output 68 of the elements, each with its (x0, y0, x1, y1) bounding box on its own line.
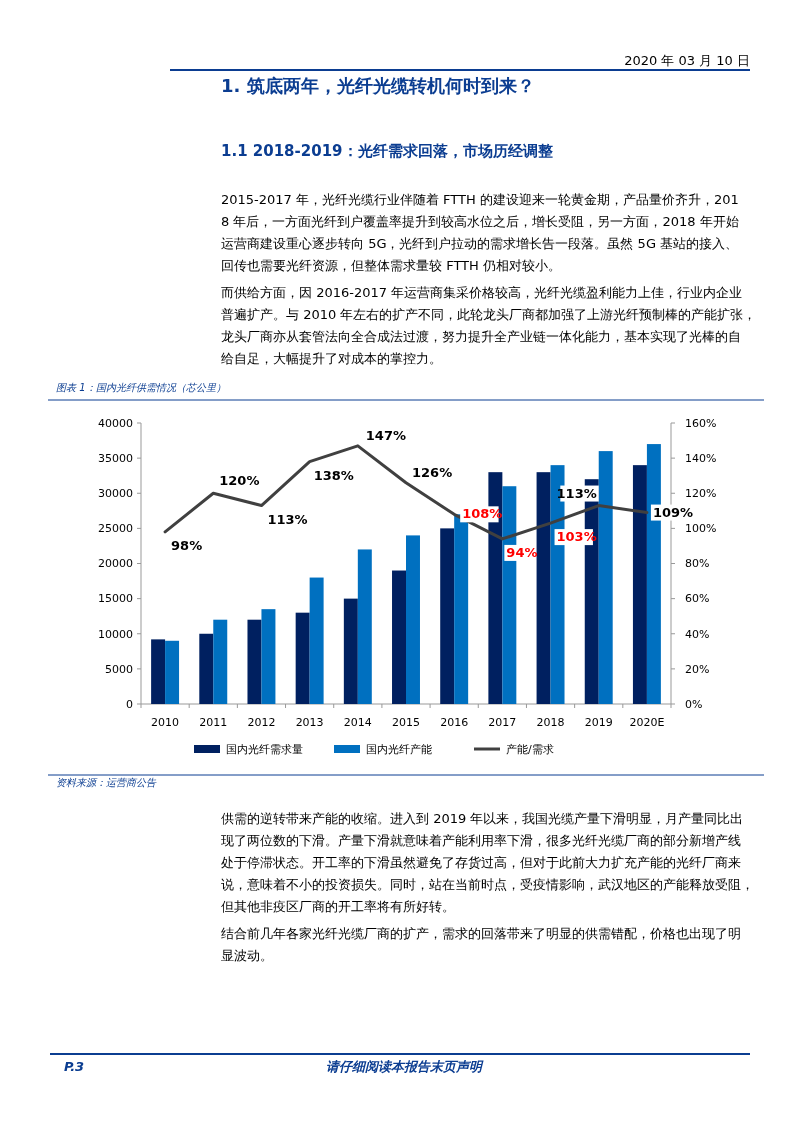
text: 结合前几年各家光纤光缆厂商的扩产，需求的回落带来了明显的供需错配，价格也出现了明显波动。 (221, 926, 741, 963)
text: 请仔细阅读本报告末页声明 (326, 1059, 484, 1074)
legend-label: 产能/需求 (506, 742, 554, 756)
bar (165, 640, 180, 704)
x-tick-label: 2010 (151, 716, 180, 729)
y-tick-label: 0 (126, 697, 133, 711)
bar (213, 619, 228, 704)
text: P.3 (64, 1059, 85, 1074)
bar (247, 619, 262, 704)
y2-tick-label: 80% (685, 557, 710, 571)
x-tick-label: 2020E (629, 716, 665, 729)
data-label: 147% (365, 427, 406, 443)
legend-label: 国内光纤需求量 (226, 742, 303, 756)
data-label: 113% (267, 511, 308, 527)
chart-title: 图表 1：国内光纤供需情况（芯公里） (56, 382, 226, 393)
x-tick-label: 2012 (247, 716, 276, 729)
bar (261, 609, 276, 704)
x-tick-label: 2018 (536, 716, 565, 729)
line-series (163, 444, 649, 541)
bar (295, 612, 310, 704)
y-tick-label: 10000 (98, 627, 133, 641)
bar (632, 465, 647, 704)
x-tick-label: 2019 (584, 716, 613, 729)
x-tick-label: 2015 (392, 716, 420, 729)
bar (406, 535, 420, 704)
data-label: 126% (412, 464, 453, 480)
legend-label: 国内光纤产能 (366, 742, 432, 756)
data-label: 120% (219, 473, 260, 489)
x-tick-label: 2014 (343, 716, 372, 729)
bar (598, 451, 613, 704)
x-tick-label: 2013 (295, 716, 324, 729)
data-label: 98% (171, 537, 203, 553)
text: 1. 筑底两年，光纤光缆转机何时到来？ (221, 75, 535, 96)
bar (343, 598, 358, 704)
y-tick-label: 35000 (98, 451, 133, 465)
y2-tick-label: 160% (685, 416, 717, 430)
y-tick-label: 40000 (98, 416, 133, 430)
bar (440, 528, 455, 704)
y-tick-label: 30000 (98, 487, 133, 501)
bar (309, 577, 324, 704)
y-tick-label: 25000 (98, 522, 133, 536)
text: 1.1 2018-2019：光纤需求回落，市场历经调整 (221, 142, 553, 160)
bar (199, 633, 214, 704)
y2-tick-label: 60% (685, 592, 710, 606)
x-tick-label: 2016 (440, 716, 469, 729)
text: 2020 年 03 月 10 日 (624, 53, 750, 68)
y2-tick-label: 140% (685, 451, 717, 465)
y2-tick-label: 20% (685, 662, 710, 676)
y-tick-label: 5000 (105, 662, 133, 676)
bar (392, 570, 406, 704)
text: 而供给方面，因 2016-2017 年运营商集采价格较高，光纤光缆盈利能力上佳，行业内企业普遍扩产。与 2010 年左右的扩产不同，此轮龙头厂商都加强了上游光纤预制棒的产能扩张，龙头厂商亦从套管法向全合成法过渡，努力提升全产业链一体化能力，基本实现了光棒的自给自足，大幅提升了对成本的掌控力。 (221, 285, 757, 366)
y-tick-label: 20000 (98, 557, 133, 571)
y2-tick-label: 40% (685, 627, 710, 641)
y2-tick-label: 120% (685, 487, 717, 501)
bar (357, 549, 372, 704)
bar (536, 472, 551, 704)
data-label: 94% (506, 544, 538, 560)
x-tick-label: 2011 (199, 716, 228, 729)
y2-tick-label: 100% (685, 522, 717, 536)
text: 供需的逆转带来产能的收缩。进入到 2019 年以来，我国光缆产量下滑明显，月产量同比出现了两位数的下滑。产量下滑就意味着产能利用率下滑，很多光纤光缆厂商的部分新增产线处于停滞状态。开工率的下滑虽然避免了存货过高，但对于此前大力扩充产能的光纤厂商来说，意味着不小的投资损失。同时，站在当前时点，受疫情影响，武汉地区的产能释放受阻，但其他非疫区厂商的开工率将有所好转。 (221, 811, 754, 914)
data-label: 138% (313, 467, 354, 483)
text: 2015-2017 年，光纤光缆行业伴随着 FTTH 的建设迎来一轮黄金期，产品量价齐升，2018 年后，一方面光纤到户覆盖率提升到较高水位之后，增长受阻，另一方面，2018 年开始运营商建设重心逐步转向 5G，光纤到户拉动的需求增长告一段落。虽然 5G 基站的接入、回传也需要光纤资源，但整体需求量较 FTTH 仍相对较小。 (221, 192, 739, 273)
y-tick-label: 15000 (98, 592, 133, 606)
x-tick-label: 2017 (488, 716, 517, 729)
bar (151, 639, 166, 704)
text: 资料来源：运营商公告 (56, 777, 157, 788)
data-label: 109% (652, 504, 694, 520)
y2-tick-label: 0% (685, 697, 703, 711)
